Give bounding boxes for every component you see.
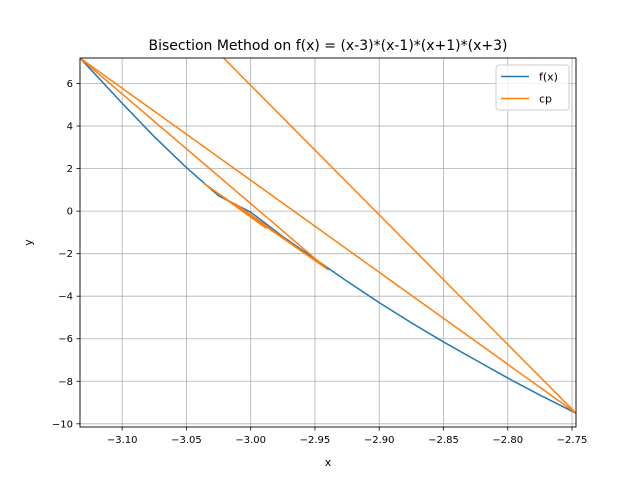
axes-frame xyxy=(79,57,577,428)
x-tick-label: −2.80 xyxy=(492,435,523,446)
x-axis-label: x xyxy=(325,456,332,469)
series-segment-cp xyxy=(80,58,329,271)
x-tick-label: −2.90 xyxy=(364,435,395,446)
series-segment-cp xyxy=(203,182,267,229)
y-tick-label: −6 xyxy=(58,334,73,345)
plot-area xyxy=(80,58,576,414)
x-tick-label: −3.05 xyxy=(171,435,202,446)
legend: f(x) cp xyxy=(495,64,570,111)
series-segment-cp xyxy=(222,58,576,414)
legend-label: f(x) xyxy=(539,71,558,84)
legend-box xyxy=(495,64,570,111)
y-tick-label: 0 xyxy=(67,207,73,218)
legend-label: cp xyxy=(539,93,552,106)
axis-ticks: −3.10 −3.05 −3.00 −2.95 −2.90 −2.85 −2.80 −2.75… xyxy=(52,79,587,446)
y-tick-label: −10 xyxy=(52,419,73,430)
grid xyxy=(80,58,576,427)
x-tick-label: −3.00 xyxy=(235,435,266,446)
x-tick-label: −3.10 xyxy=(107,435,138,446)
x-tick-label: −2.95 xyxy=(300,435,331,446)
y-tick-label: 2 xyxy=(67,164,73,175)
series-line-fx xyxy=(80,58,576,414)
series-segment-cp xyxy=(234,202,329,271)
y-tick-label: 4 xyxy=(67,122,73,133)
y-tick-label: −2 xyxy=(58,249,73,260)
y-axis-label: y xyxy=(22,239,35,246)
y-tick-label: −4 xyxy=(58,292,73,303)
y-tick-label: −8 xyxy=(58,377,73,388)
chart-title: Bisection Method on f(x) = (x-3)*(x-1)*(… xyxy=(148,38,507,54)
series-segment-cp xyxy=(80,58,576,414)
x-tick-label: −2.85 xyxy=(428,435,459,446)
y-tick-label: 6 xyxy=(67,79,73,90)
x-tick-label: −2.75 xyxy=(557,435,588,446)
